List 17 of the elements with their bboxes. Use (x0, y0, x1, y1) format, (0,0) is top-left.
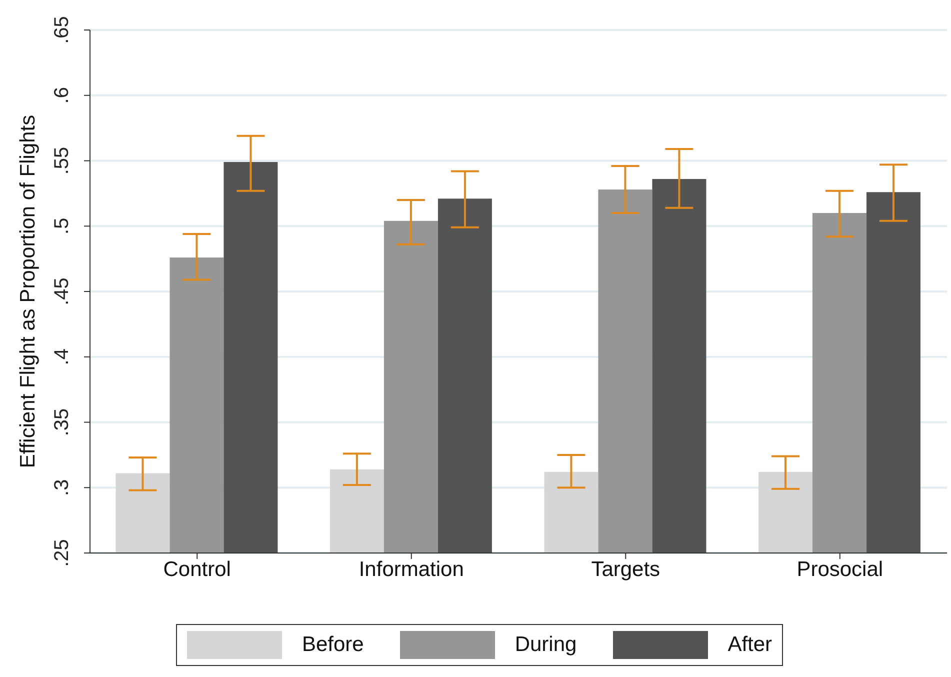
legend-label: Before (302, 633, 364, 657)
legend-label: After (728, 633, 772, 657)
y-tick-label: .6 (51, 87, 73, 104)
legend-label: During (514, 633, 577, 657)
x-tick-label: Control (163, 558, 231, 581)
y-tick-label: .55 (51, 146, 73, 175)
x-tick-label: Prosocial (796, 558, 884, 581)
y-axis-title: Efficient Flight as Proportion of Flights (16, 114, 40, 468)
y-tick-label: .25 (51, 539, 73, 567)
x-tick-label: Information (358, 558, 464, 581)
y-tick-label: .35 (51, 408, 73, 436)
y-tick-label: .4 (51, 348, 73, 366)
y-tick-label: .65 (51, 16, 73, 44)
y-tick-label: .45 (51, 278, 73, 306)
y-tick-label: .5 (51, 218, 73, 234)
x-tick-label: Targets (591, 558, 660, 581)
y-tick-label: .3 (51, 479, 73, 496)
